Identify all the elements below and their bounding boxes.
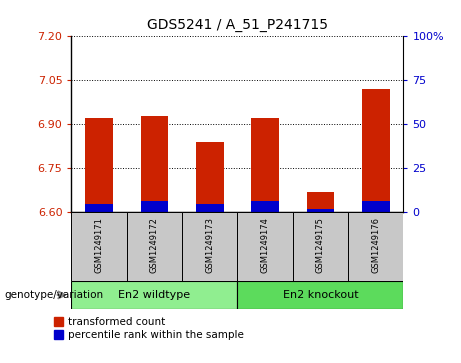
Text: GSM1249174: GSM1249174 <box>260 217 270 273</box>
Bar <box>251 201 279 212</box>
Text: GSM1249172: GSM1249172 <box>150 217 159 273</box>
Bar <box>307 209 334 212</box>
Bar <box>85 118 113 212</box>
Bar <box>196 142 224 212</box>
Text: En2 wildtype: En2 wildtype <box>118 290 190 300</box>
Bar <box>237 212 293 281</box>
Bar <box>362 89 390 212</box>
Text: GSM1249173: GSM1249173 <box>205 217 214 273</box>
Bar <box>127 212 182 281</box>
Bar <box>71 212 127 281</box>
Bar <box>141 115 168 212</box>
Bar <box>307 192 334 212</box>
Title: GDS5241 / A_51_P241715: GDS5241 / A_51_P241715 <box>147 19 328 33</box>
Bar <box>182 212 237 281</box>
Text: En2 knockout: En2 knockout <box>283 290 358 300</box>
Legend: transformed count, percentile rank within the sample: transformed count, percentile rank withi… <box>53 317 244 340</box>
Text: GSM1249175: GSM1249175 <box>316 217 325 273</box>
Bar <box>293 212 348 281</box>
Bar <box>141 201 168 212</box>
Bar <box>237 281 403 309</box>
Bar <box>71 281 237 309</box>
Bar <box>196 204 224 212</box>
Text: genotype/variation: genotype/variation <box>5 290 104 300</box>
Bar <box>362 201 390 212</box>
Text: GSM1249171: GSM1249171 <box>95 217 104 273</box>
Bar <box>251 118 279 212</box>
Bar <box>348 212 403 281</box>
Bar <box>85 204 113 212</box>
Text: GSM1249176: GSM1249176 <box>371 217 380 273</box>
